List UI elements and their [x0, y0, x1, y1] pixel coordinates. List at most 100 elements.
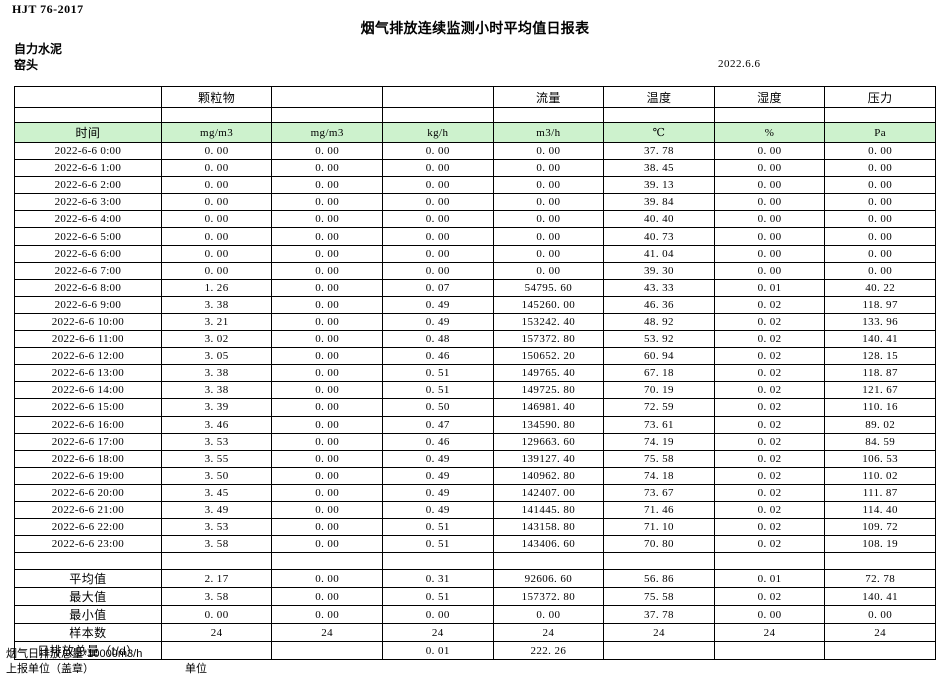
- cell-value: 0. 00: [713, 193, 826, 212]
- cell-value: 0. 00: [271, 141, 383, 161]
- cell-time: 2022-6-6 15:00: [14, 398, 162, 417]
- summary-value: 0. 00: [492, 605, 605, 625]
- cell-value: 54795. 60: [492, 278, 605, 297]
- cell-value: 0. 02: [713, 466, 826, 485]
- unit-header-cell-1: mg/m3: [160, 122, 273, 143]
- cell-value: 0. 02: [713, 295, 826, 314]
- table-row: 2022-6-6 21:00 3. 49 0. 00 0. 49 141445. 80 7…: [14, 500, 936, 520]
- cell-time: 2022-6-6 0:00: [14, 141, 162, 161]
- summary-value: [713, 641, 826, 661]
- cell-value: 3. 38: [160, 381, 273, 400]
- cell-time: 2022-6-6 4:00: [14, 210, 162, 229]
- summary-spacer-row: [14, 552, 936, 571]
- cell-value: 0. 00: [492, 141, 605, 161]
- cell-value: 40. 73: [603, 227, 715, 246]
- table-row: 2022-6-6 6:00 0. 00 0. 00 0. 00 0. 00 41. 04 0…: [14, 244, 936, 263]
- cell-value: 140962. 80: [492, 466, 605, 485]
- summary-label: 样本数: [14, 623, 162, 643]
- cell-value: 71. 46: [603, 500, 715, 520]
- summary-spacer-cell: [381, 552, 494, 571]
- cell-value: 0. 00: [824, 261, 936, 280]
- cell-value: 3. 21: [160, 312, 273, 332]
- cell-value: 0. 00: [492, 159, 605, 178]
- table-row: 2022-6-6 12:00 3. 05 0. 00 0. 46 150652. 20 6…: [14, 347, 936, 366]
- cell-value: 0. 00: [160, 176, 273, 195]
- summary-value: 75. 58: [603, 587, 715, 607]
- cell-value: 0. 00: [271, 312, 383, 332]
- footer-unit-label: 单位: [185, 663, 207, 675]
- summary-value: 0. 00: [824, 605, 936, 625]
- cell-value: 114. 40: [824, 500, 936, 520]
- cell-time: 2022-6-6 18:00: [14, 449, 162, 468]
- cell-value: 74. 19: [603, 432, 715, 451]
- cell-time: 2022-6-6 23:00: [14, 535, 162, 554]
- cell-value: 0. 49: [381, 312, 494, 332]
- header-spacer-row: [14, 107, 936, 123]
- table-row: 2022-6-6 7:00 0. 00 0. 00 0. 00 0. 00 39. 30 0…: [14, 261, 936, 280]
- cell-value: 0. 00: [271, 500, 383, 520]
- cell-time: 2022-6-6 6:00: [14, 244, 162, 263]
- unit-header-cell-time: 时间: [14, 122, 162, 143]
- cell-value: 0. 00: [713, 159, 826, 178]
- cell-time: 2022-6-6 12:00: [14, 347, 162, 366]
- monitor-point-name: 窑头: [14, 58, 39, 72]
- cell-time: 2022-6-6 14:00: [14, 381, 162, 400]
- cell-value: 0. 00: [492, 193, 605, 212]
- cell-value: 53. 92: [603, 330, 715, 349]
- summary-value: [271, 641, 383, 661]
- cell-value: 153242. 40: [492, 312, 605, 332]
- cell-value: 0. 02: [713, 432, 826, 451]
- cell-value: 0. 00: [713, 176, 826, 195]
- cell-value: 0. 02: [713, 518, 826, 537]
- cell-value: 0. 49: [381, 483, 494, 502]
- cell-value: 0. 00: [713, 227, 826, 246]
- cell-time: 2022-6-6 13:00: [14, 364, 162, 383]
- cell-value: 143406. 60: [492, 535, 605, 554]
- cell-time: 2022-6-6 19:00: [14, 466, 162, 485]
- summary-value: 3. 58: [160, 587, 273, 607]
- table-row: 2022-6-6 15:00 3. 39 0. 00 0. 50 146981. 40 7…: [14, 398, 936, 417]
- summary-value: 72. 78: [824, 569, 936, 589]
- cell-value: 0. 00: [271, 466, 383, 485]
- cell-value: 3. 58: [160, 535, 273, 554]
- summary-value: 2. 17: [160, 569, 273, 589]
- cell-value: 118. 97: [824, 295, 936, 314]
- cell-value: 0. 00: [271, 210, 383, 229]
- summary-value: 24: [824, 623, 936, 643]
- cell-value: 0. 02: [713, 449, 826, 468]
- cell-value: 0. 00: [271, 518, 383, 537]
- param-header-cell-6: 湿度: [713, 86, 826, 108]
- cell-value: 37. 78: [603, 141, 715, 161]
- cell-value: 0. 51: [381, 364, 494, 383]
- cell-value: 106. 53: [824, 449, 936, 468]
- unit-header-row: 时间 mg/m3 mg/m3 kg/h m3/h ℃ % Pa: [14, 122, 936, 143]
- cell-value: 0. 00: [492, 261, 605, 280]
- summary-spacer-cell: [271, 552, 383, 571]
- cell-value: 0. 00: [160, 244, 273, 263]
- cell-value: 110. 16: [824, 398, 936, 417]
- cell-value: 84. 59: [824, 432, 936, 451]
- cell-value: 0. 00: [492, 244, 605, 263]
- cell-value: 0. 00: [381, 159, 494, 178]
- cell-value: 0. 49: [381, 295, 494, 314]
- summary-value: 24: [271, 623, 383, 643]
- summary-value: 0. 00: [271, 587, 383, 607]
- cell-value: 46. 36: [603, 295, 715, 314]
- summary-value: 0. 00: [381, 605, 494, 625]
- footer-reporting-unit-label: 上报单位（盖章）: [6, 663, 94, 675]
- cell-value: 146981. 40: [492, 398, 605, 417]
- cell-value: 48. 92: [603, 312, 715, 332]
- cell-value: 142407. 00: [492, 483, 605, 502]
- cell-value: 0. 51: [381, 381, 494, 400]
- cell-time: 2022-6-6 2:00: [14, 176, 162, 195]
- cell-value: 0. 49: [381, 449, 494, 468]
- cell-value: 3. 05: [160, 347, 273, 366]
- header-spacer-cell-1: [160, 107, 273, 123]
- summary-label: 最小值: [14, 605, 162, 625]
- summary-value: 0. 00: [271, 569, 383, 589]
- cell-value: 0. 00: [160, 141, 273, 161]
- summary-value: [824, 641, 936, 661]
- cell-time: 2022-6-6 7:00: [14, 261, 162, 280]
- param-header-cell-1: 颗粒物: [160, 86, 273, 108]
- header-spacer-cell-4: [492, 107, 605, 123]
